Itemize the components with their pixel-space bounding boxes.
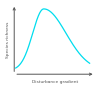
Text: Species richness: Species richness xyxy=(6,22,10,58)
Text: Disturbance gradient: Disturbance gradient xyxy=(32,80,78,84)
